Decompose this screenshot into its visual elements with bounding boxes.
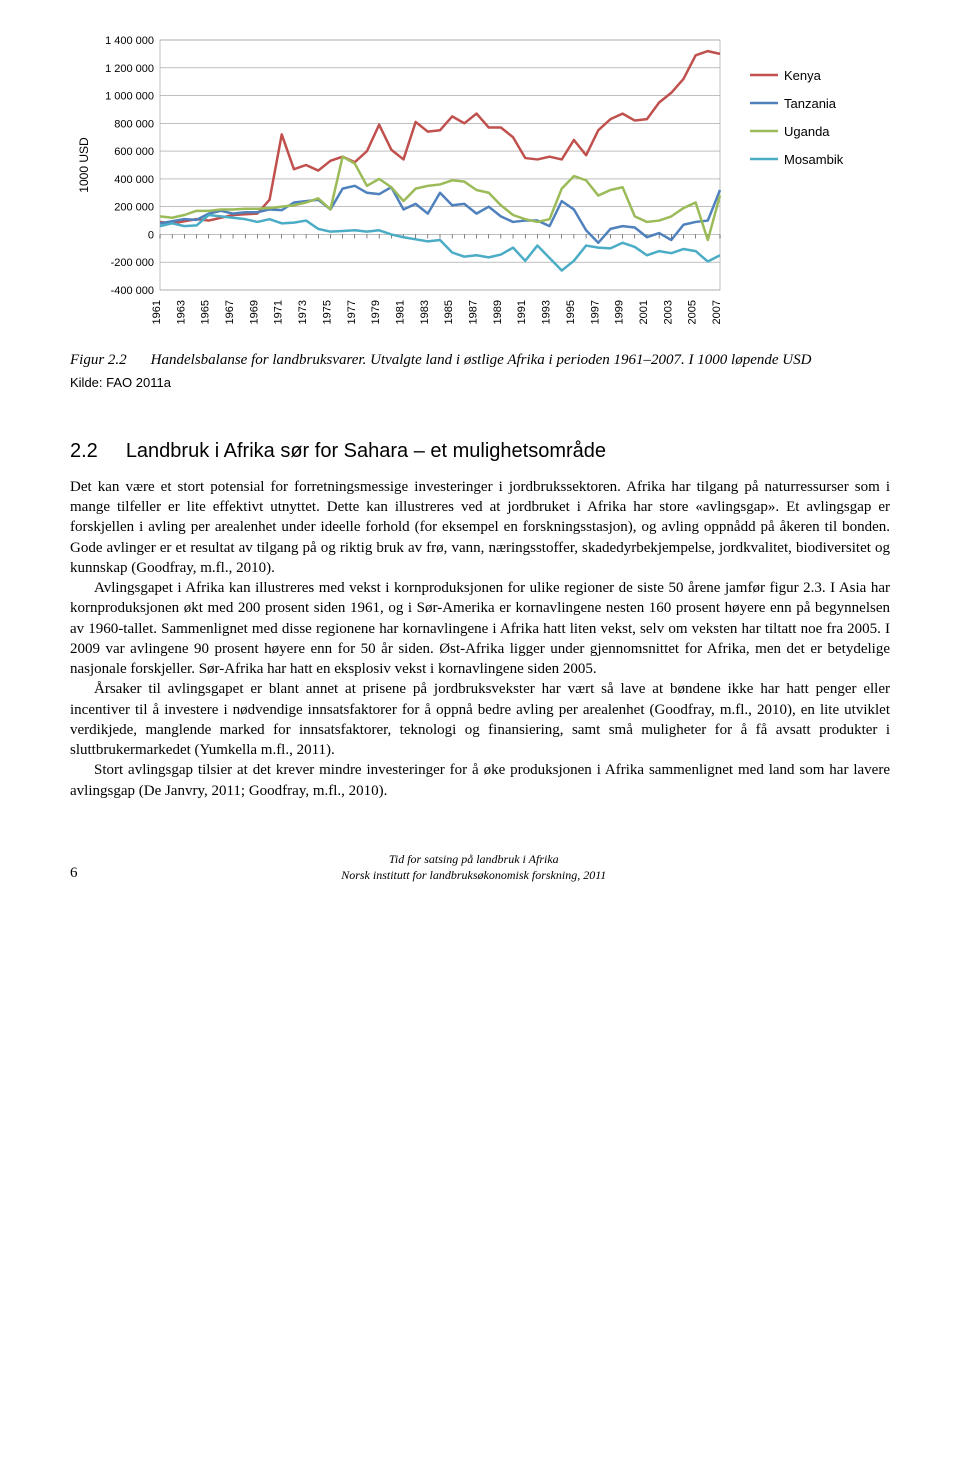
svg-text:-400 000: -400 000 bbox=[111, 285, 154, 297]
svg-text:1979: 1979 bbox=[370, 300, 382, 324]
svg-text:1971: 1971 bbox=[273, 300, 285, 324]
figure-caption: Figur 2.2 Handelsbalanse for landbruksva… bbox=[70, 350, 890, 370]
page-number: 6 bbox=[70, 863, 78, 883]
page-footer: 6 Tid for satsing på landbruk i Afrika N… bbox=[70, 851, 890, 883]
svg-text:1989: 1989 bbox=[492, 300, 504, 324]
svg-text:2005: 2005 bbox=[687, 300, 699, 324]
figure-source: Kilde: FAO 2011a bbox=[70, 374, 890, 392]
svg-text:1981: 1981 bbox=[394, 300, 406, 324]
svg-text:1 200 000: 1 200 000 bbox=[105, 63, 154, 75]
svg-text:600 000: 600 000 bbox=[114, 146, 154, 158]
section-title-text: Landbruk i Afrika sør for Sahara – et mu… bbox=[126, 438, 606, 465]
svg-text:0: 0 bbox=[148, 229, 154, 241]
svg-text:1 000 000: 1 000 000 bbox=[105, 91, 154, 103]
svg-text:1 400 000: 1 400 000 bbox=[105, 35, 154, 47]
svg-text:1995: 1995 bbox=[565, 300, 577, 324]
body-paragraph: Årsaker til avlingsgapet er blant annet … bbox=[70, 679, 890, 760]
body-paragraph: Avlingsgapet i Afrika kan illustreres me… bbox=[70, 578, 890, 679]
svg-text:1973: 1973 bbox=[297, 300, 309, 324]
svg-text:Tanzania: Tanzania bbox=[784, 96, 837, 111]
svg-text:1963: 1963 bbox=[175, 300, 187, 324]
svg-text:2007: 2007 bbox=[711, 300, 723, 324]
section-number: 2.2 bbox=[70, 438, 98, 465]
svg-text:1999: 1999 bbox=[614, 300, 626, 324]
section-heading: 2.2 Landbruk i Afrika sør for Sahara – e… bbox=[70, 438, 890, 465]
svg-text:1961: 1961 bbox=[151, 300, 163, 324]
body-paragraph: Det kan være et stort potensial for forr… bbox=[70, 477, 890, 578]
footer-line1: Tid for satsing på landbruk i Afrika bbox=[98, 851, 851, 867]
footer-center: Tid for satsing på landbruk i Afrika Nor… bbox=[98, 851, 851, 883]
svg-text:1977: 1977 bbox=[346, 300, 358, 324]
svg-text:400 000: 400 000 bbox=[114, 174, 154, 186]
svg-text:800 000: 800 000 bbox=[114, 118, 154, 130]
svg-text:Kenya: Kenya bbox=[784, 68, 822, 83]
svg-text:200 000: 200 000 bbox=[114, 202, 154, 214]
body-text: Det kan være et stort potensial for forr… bbox=[70, 477, 890, 801]
svg-text:Mosambik: Mosambik bbox=[784, 152, 844, 167]
svg-text:Uganda: Uganda bbox=[784, 124, 830, 139]
svg-text:1965: 1965 bbox=[200, 300, 212, 324]
figure-label: Figur 2.2 bbox=[70, 350, 127, 370]
svg-text:1967: 1967 bbox=[224, 300, 236, 324]
svg-text:1985: 1985 bbox=[443, 300, 455, 324]
body-paragraph: Stort avlingsgap tilsier at det krever m… bbox=[70, 760, 890, 801]
svg-text:1983: 1983 bbox=[419, 300, 431, 324]
svg-text:2003: 2003 bbox=[662, 300, 674, 324]
trade-balance-chart: 1 400 000 1 200 000 1 000 000 800 000 600 00… bbox=[70, 30, 890, 330]
svg-text:2001: 2001 bbox=[638, 300, 650, 324]
svg-text:1993: 1993 bbox=[541, 300, 553, 324]
svg-text:1975: 1975 bbox=[321, 300, 333, 324]
figure-caption-text: Handelsbalanse for landbruksvarer. Utval… bbox=[151, 350, 890, 370]
svg-text:1987: 1987 bbox=[468, 300, 480, 324]
footer-line2: Norsk institutt for landbruksøkonomisk f… bbox=[98, 867, 851, 883]
svg-text:-200 000: -200 000 bbox=[111, 257, 154, 269]
svg-text:1969: 1969 bbox=[248, 300, 260, 324]
svg-text:1991: 1991 bbox=[516, 300, 528, 324]
svg-text:1000 USD: 1000 USD bbox=[77, 137, 91, 193]
svg-text:1997: 1997 bbox=[589, 300, 601, 324]
chart-svg: 1 400 000 1 200 000 1 000 000 800 000 600 00… bbox=[70, 30, 890, 330]
